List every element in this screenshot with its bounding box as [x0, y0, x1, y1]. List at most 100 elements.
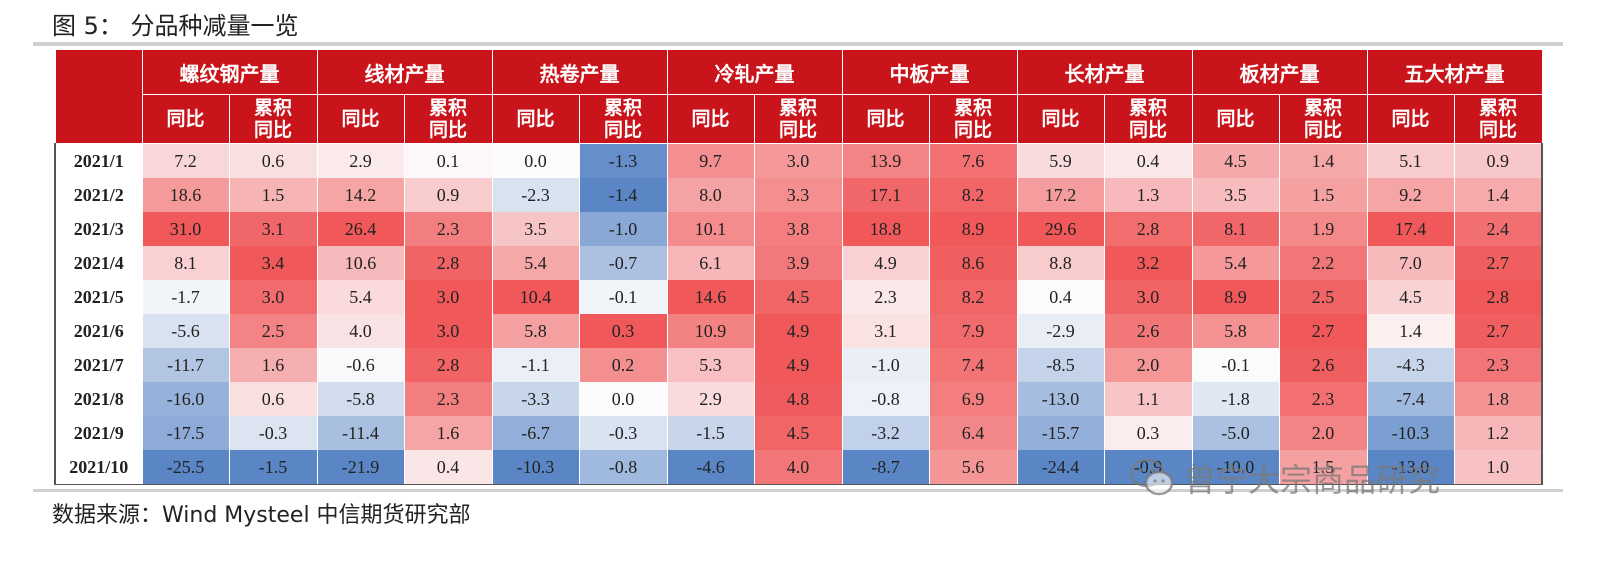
yoy-cell: -7.4	[1366, 382, 1455, 416]
yoy-cell: 7.0	[1366, 246, 1455, 280]
yoy-cell: 10.4	[491, 280, 580, 314]
cumulative-yoy-cell: 3.0	[403, 314, 493, 348]
table-row: 2021/5 -1.7 3.0 5.4 3.0 10.4 -0.1 14.6 4.5 2.3 8.2…	[54, 280, 1543, 314]
table-row: 2021/3 31.0 3.1 26.4 2.3 3.5 -1.0 10.1 3.8 18.8 8.…	[54, 212, 1543, 246]
cumulative-yoy-cell: -0.8	[578, 450, 668, 485]
cumulative-yoy-cell: -0.7	[578, 246, 668, 280]
yoy-cell: 5.4	[491, 246, 580, 280]
group-header: 线材产量	[316, 49, 493, 95]
cumulative-yoy-cell: 7.6	[928, 143, 1018, 178]
cumulative-yoy-cell: 1.4	[1278, 143, 1368, 178]
yoy-cell: 17.2	[1016, 178, 1105, 212]
cumulative-yoy-header: 累积 同比	[403, 94, 493, 144]
yoy-cell: 4.5	[1366, 280, 1455, 314]
yoy-cell: 3.5	[1191, 178, 1280, 212]
table-row: 2021/4 8.1 3.4 10.6 2.8 5.4 -0.7 6.1 3.9 4.9 8.6 8.…	[54, 246, 1543, 280]
header-corner	[54, 49, 143, 144]
yoy-cell: -3.2	[841, 416, 930, 450]
group-header: 螺纹钢产量	[141, 49, 318, 95]
yoy-cell: 2.3	[841, 280, 930, 314]
table-row: 2021/9 -17.5 -0.3 -11.4 1.6 -6.7 -0.3 -1.5 4.5 -3…	[54, 416, 1543, 450]
cumulative-yoy-cell: 2.5	[1278, 280, 1368, 314]
yoy-cell: -3.3	[491, 382, 580, 416]
source-note: 数据来源：Wind Mysteel 中信期货研究部	[52, 503, 471, 528]
yoy-header: 同比	[1016, 94, 1105, 144]
row-date: 2021/8	[54, 382, 143, 416]
cumulative-yoy-cell: 3.8	[753, 212, 843, 246]
yoy-cell: 0.0	[491, 143, 580, 178]
cumulative-yoy-cell: 4.0	[753, 450, 843, 485]
cumulative-yoy-cell: 2.0	[1103, 348, 1193, 382]
yoy-cell: 8.1	[1191, 212, 1280, 246]
cumulative-yoy-cell: 4.5	[753, 416, 843, 450]
yoy-cell: 1.4	[1366, 314, 1455, 348]
group-header: 五大材产量	[1366, 49, 1543, 95]
yoy-cell: -1.5	[666, 416, 755, 450]
yoy-cell: 3.5	[491, 212, 580, 246]
yoy-cell: -10.0	[1191, 450, 1280, 485]
cumulative-yoy-cell: 1.8	[1453, 382, 1543, 416]
cumulative-yoy-cell: 2.2	[1278, 246, 1368, 280]
watermark-text: 曾宁大宗商品研究	[1184, 461, 1441, 499]
yoy-cell: -4.3	[1366, 348, 1455, 382]
cumulative-yoy-cell: -1.5	[228, 450, 318, 485]
table-body: 2021/1 7.2 0.6 2.9 0.1 0.0 -1.3 9.7 3.0 13.9 7.6 5.…	[54, 143, 1543, 485]
yoy-cell: -0.6	[316, 348, 405, 382]
yoy-cell: -8.7	[841, 450, 930, 485]
cumulative-yoy-cell: 8.2	[928, 178, 1018, 212]
cumulative-yoy-cell: 0.9	[403, 178, 493, 212]
cumulative-yoy-cell: 0.2	[578, 348, 668, 382]
row-date: 2021/7	[54, 348, 143, 382]
cumulative-yoy-cell: 3.1	[228, 212, 318, 246]
row-date: 2021/2	[54, 178, 143, 212]
yoy-cell: 5.4	[316, 280, 405, 314]
top-rule	[33, 42, 1563, 46]
cumulative-yoy-cell: 0.3	[1103, 416, 1193, 450]
cumulative-yoy-cell: 6.4	[928, 416, 1018, 450]
yoy-cell: -13.0	[1016, 382, 1105, 416]
cumulative-yoy-cell: 0.9	[1453, 143, 1543, 178]
cumulative-yoy-cell: 3.0	[228, 280, 318, 314]
cumulative-yoy-cell: 5.6	[928, 450, 1018, 485]
cumulative-yoy-cell: 2.6	[1278, 348, 1368, 382]
cumulative-yoy-cell: 3.0	[403, 280, 493, 314]
yoy-cell: 7.2	[141, 143, 230, 178]
yoy-cell: -15.7	[1016, 416, 1105, 450]
yoy-cell: 4.5	[1191, 143, 1280, 178]
cumulative-yoy-header: 累积 同比	[1278, 94, 1368, 144]
table-row: 2021/7 -11.7 1.6 -0.6 2.8 -1.1 0.2 5.3 4.9 -1.0 7.…	[54, 348, 1543, 382]
yoy-cell: 4.0	[316, 314, 405, 348]
cumulative-yoy-cell: 3.0	[1103, 280, 1193, 314]
yoy-cell: 8.0	[666, 178, 755, 212]
cumulative-yoy-cell: 3.3	[753, 178, 843, 212]
yoy-header: 同比	[141, 94, 230, 144]
cumulative-yoy-cell: 3.9	[753, 246, 843, 280]
yoy-cell: -24.4	[1016, 450, 1105, 485]
cumulative-yoy-cell: 2.3	[1453, 348, 1543, 382]
cumulative-yoy-cell: 2.8	[1103, 212, 1193, 246]
cumulative-yoy-header: 累积 同比	[1453, 94, 1543, 144]
cumulative-yoy-cell: 2.3	[1278, 382, 1368, 416]
group-header: 板材产量	[1191, 49, 1368, 95]
yoy-cell: 26.4	[316, 212, 405, 246]
cumulative-yoy-cell: 6.9	[928, 382, 1018, 416]
yoy-header: 同比	[1366, 94, 1455, 144]
cumulative-yoy-cell: 0.6	[228, 143, 318, 178]
yoy-cell: 17.4	[1366, 212, 1455, 246]
yoy-cell: 18.6	[141, 178, 230, 212]
cumulative-yoy-cell: 3.4	[228, 246, 318, 280]
cumulative-yoy-cell: 1.5	[1278, 450, 1368, 485]
cumulative-yoy-cell: 0.4	[403, 450, 493, 485]
yoy-cell: 5.1	[1366, 143, 1455, 178]
cumulative-yoy-cell: 0.3	[578, 314, 668, 348]
cumulative-yoy-cell: 8.6	[928, 246, 1018, 280]
yoy-header: 同比	[666, 94, 755, 144]
yoy-cell: -13.0	[1366, 450, 1455, 485]
figure-title: 图 5： 分品种减量一览	[52, 12, 299, 40]
cumulative-yoy-cell: -0.9	[1103, 450, 1193, 485]
yoy-cell: -16.0	[141, 382, 230, 416]
yoy-header: 同比	[841, 94, 930, 144]
cumulative-yoy-cell: -1.3	[578, 143, 668, 178]
cumulative-yoy-cell: 2.6	[1103, 314, 1193, 348]
cumulative-yoy-cell: -0.3	[578, 416, 668, 450]
